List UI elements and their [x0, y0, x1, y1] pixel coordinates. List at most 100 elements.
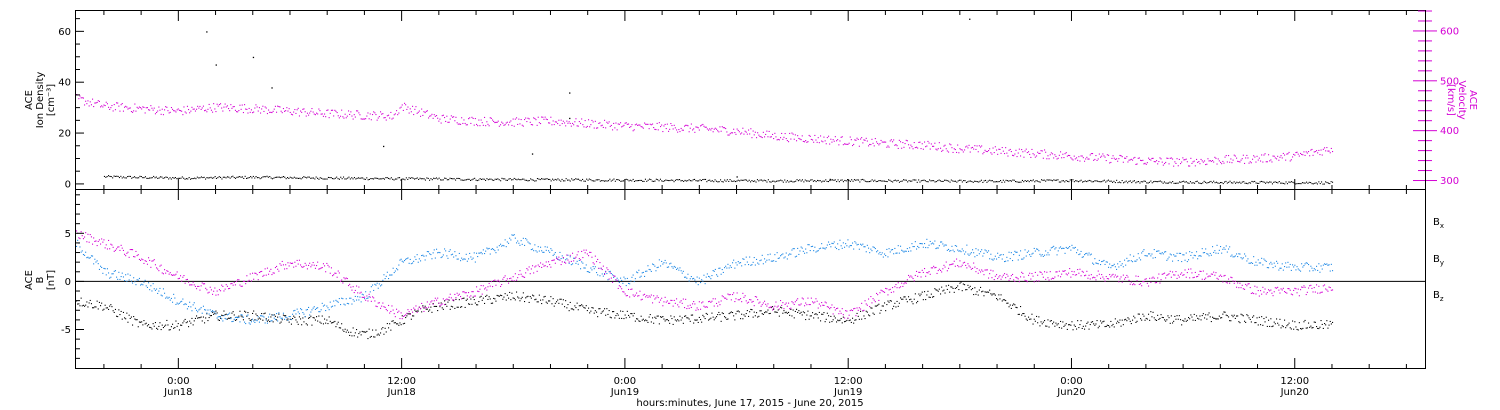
data-point — [381, 178, 383, 180]
data-point — [226, 105, 228, 107]
data-point-bz — [832, 313, 834, 315]
data-point — [1289, 181, 1291, 183]
data-point — [840, 179, 842, 181]
data-point-bz — [769, 306, 771, 308]
data-point-bx — [78, 303, 80, 305]
data-point — [1148, 181, 1150, 183]
data-point-by — [543, 251, 545, 253]
data-point-by — [474, 261, 476, 263]
data-point — [116, 102, 118, 104]
data-point — [630, 126, 632, 128]
data-point-bx — [340, 327, 342, 329]
data-point — [1047, 179, 1049, 181]
data-point-bx — [1245, 321, 1247, 323]
data-point-bx — [249, 319, 251, 321]
data-point-bz — [328, 266, 330, 268]
data-point-by — [420, 260, 422, 262]
data-point-bx — [1150, 311, 1152, 313]
data-point — [752, 180, 754, 182]
data-point-bz — [253, 278, 255, 280]
data-point — [1318, 149, 1320, 151]
data-point — [917, 147, 919, 149]
data-point-bz — [806, 304, 808, 306]
data-point — [746, 133, 748, 135]
data-point-bz — [390, 310, 392, 312]
data-point — [1209, 160, 1211, 162]
data-point-bx — [666, 319, 668, 321]
data-point-bx — [743, 314, 745, 316]
data-point-by — [1150, 255, 1152, 257]
data-point-by — [742, 258, 744, 260]
data-point — [1276, 181, 1278, 183]
data-point-bz — [711, 300, 713, 302]
data-point-bx — [621, 317, 623, 319]
data-point-by — [297, 311, 299, 313]
data-point-by — [781, 254, 783, 256]
data-point-by — [669, 263, 671, 265]
data-point-bx — [804, 312, 806, 314]
data-point-bz — [785, 302, 787, 304]
data-point-by — [1301, 263, 1303, 265]
data-point — [648, 128, 650, 130]
data-point-bz — [172, 274, 174, 276]
data-point-by — [357, 296, 359, 298]
data-point-by — [214, 311, 216, 313]
data-point-bx — [1212, 316, 1214, 318]
data-point — [911, 180, 913, 182]
data-point-by — [705, 276, 707, 278]
data-point — [718, 181, 720, 183]
data-point-by — [453, 256, 455, 258]
data-point — [380, 111, 382, 113]
data-point — [1113, 180, 1115, 182]
data-point — [117, 102, 119, 104]
data-point-bx — [879, 312, 881, 314]
data-point — [532, 124, 534, 126]
data-point-bz — [586, 253, 588, 255]
data-point-by — [150, 285, 152, 287]
data-point-bz — [157, 268, 159, 270]
data-point-bz — [454, 293, 456, 295]
data-point-bz — [960, 266, 962, 268]
data-point — [830, 138, 832, 140]
data-point-bx — [238, 315, 240, 317]
data-point — [1062, 180, 1064, 182]
data-point — [286, 107, 288, 109]
data-point — [377, 177, 379, 179]
data-point — [1200, 183, 1202, 185]
data-point — [584, 180, 586, 182]
data-point-bz — [382, 302, 384, 304]
data-point — [886, 181, 888, 183]
data-point — [617, 179, 619, 181]
data-point-bx — [718, 311, 720, 313]
data-point-bz — [862, 310, 864, 312]
data-point — [1034, 156, 1036, 158]
data-point — [332, 178, 334, 180]
data-point-bx — [700, 319, 702, 321]
data-point-bz — [392, 309, 394, 311]
data-point — [1077, 159, 1079, 161]
data-point-by — [703, 274, 705, 276]
data-point — [1093, 159, 1095, 161]
data-point-bz — [878, 299, 880, 301]
data-point — [184, 178, 186, 180]
data-point-bz — [311, 264, 313, 266]
data-point-by — [216, 317, 218, 319]
data-point — [315, 176, 317, 178]
data-point-bx — [1106, 324, 1108, 326]
data-point-by — [1145, 255, 1147, 257]
data-point-bx — [1293, 328, 1295, 330]
data-point-by — [613, 276, 615, 278]
data-point-by — [80, 251, 82, 253]
data-point-by — [920, 243, 922, 245]
data-point-bz — [606, 267, 608, 269]
data-point — [960, 149, 962, 151]
data-point-by — [1038, 250, 1040, 252]
data-point-by — [261, 315, 263, 317]
data-point-bx — [450, 305, 452, 307]
data-point-by — [260, 315, 262, 317]
data-point — [587, 179, 589, 181]
data-point — [551, 124, 553, 126]
data-point-bx — [302, 317, 304, 319]
data-point — [616, 179, 618, 181]
data-point-by — [430, 254, 432, 256]
